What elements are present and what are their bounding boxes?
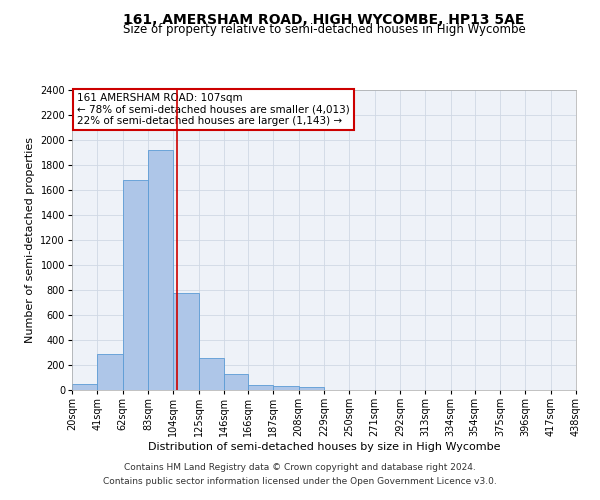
Bar: [274, 386, 299, 390]
Bar: [224, 374, 248, 390]
Text: Distribution of semi-detached houses by size in High Wycombe: Distribution of semi-detached houses by …: [148, 442, 500, 452]
Text: Contains public sector information licensed under the Open Government Licence v3: Contains public sector information licen…: [103, 477, 497, 486]
Bar: [148, 150, 173, 390]
Text: Size of property relative to semi-detached houses in High Wycombe: Size of property relative to semi-detach…: [122, 22, 526, 36]
Text: Contains HM Land Registry data © Crown copyright and database right 2024.: Contains HM Land Registry data © Crown c…: [124, 464, 476, 472]
Text: 161, AMERSHAM ROAD, HIGH WYCOMBE, HP13 5AE: 161, AMERSHAM ROAD, HIGH WYCOMBE, HP13 5…: [124, 12, 524, 26]
Y-axis label: Number of semi-detached properties: Number of semi-detached properties: [25, 137, 35, 343]
Bar: [97, 354, 122, 390]
Bar: [299, 387, 324, 390]
Bar: [199, 358, 224, 390]
Bar: [72, 384, 97, 390]
Bar: [122, 180, 148, 390]
Bar: [248, 385, 274, 390]
Text: 161 AMERSHAM ROAD: 107sqm
← 78% of semi-detached houses are smaller (4,013)
22% : 161 AMERSHAM ROAD: 107sqm ← 78% of semi-…: [77, 93, 350, 126]
Bar: [173, 292, 199, 390]
